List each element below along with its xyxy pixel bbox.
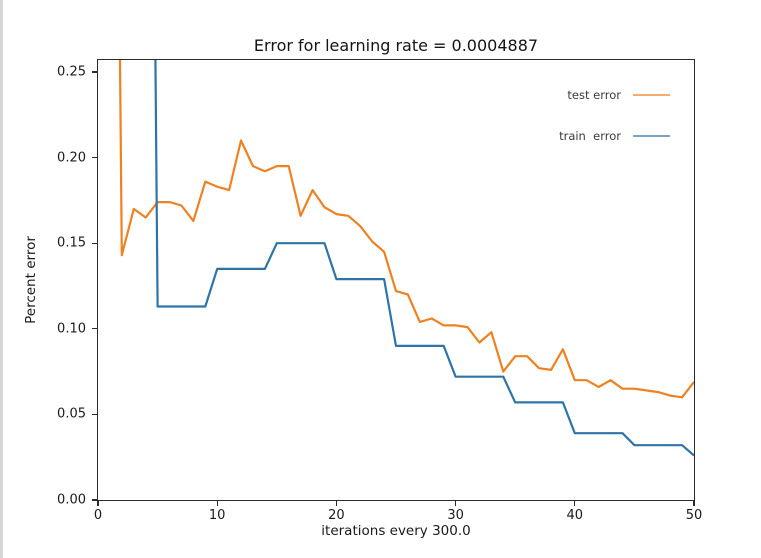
y-tick-label: 0.20 xyxy=(57,150,86,166)
y-tick xyxy=(92,242,98,244)
y-tick-label: 0.00 xyxy=(57,492,86,508)
legend-line-sample-train xyxy=(633,135,670,137)
x-tick-label: 20 xyxy=(328,508,345,523)
y-tick-label: 0.05 xyxy=(57,406,86,422)
x-tick xyxy=(335,500,338,506)
legend-item-train-error: train error xyxy=(559,129,670,143)
x-tick xyxy=(693,500,695,506)
series-line-test xyxy=(118,59,694,399)
y-tick-label: 0.10 xyxy=(57,321,86,337)
x-tick xyxy=(574,500,576,506)
legend: test error train error xyxy=(559,88,670,143)
y-tick xyxy=(92,499,98,501)
x-tick-label: 0 xyxy=(93,508,103,523)
x-axis-label: iterations every 300.0 xyxy=(321,523,471,539)
x-tick xyxy=(454,500,457,506)
y-tick xyxy=(92,71,98,73)
chart-title: Error for learning rate = 0.0004887 xyxy=(253,36,539,55)
x-tick xyxy=(216,500,218,506)
y-tick xyxy=(92,156,98,159)
legend-label-train-error: train error xyxy=(559,129,621,143)
legend-line-sample-test xyxy=(633,94,670,96)
y-tick-label: 0.25 xyxy=(57,64,86,80)
plot-area xyxy=(96,58,695,501)
legend-label-test-error: test error xyxy=(567,88,621,102)
series-line-train xyxy=(153,59,694,456)
line-plot xyxy=(118,59,694,456)
y-tick xyxy=(92,328,98,330)
y-tick-label: 0.15 xyxy=(57,235,86,251)
x-tick-label: 30 xyxy=(447,508,464,523)
y-axis-label: Percent error xyxy=(23,236,39,324)
legend-item-test-error: test error xyxy=(567,88,670,102)
page-left-edge xyxy=(0,0,3,558)
y-tick xyxy=(92,413,98,416)
x-tick-label: 10 xyxy=(208,508,226,523)
x-tick-label: 50 xyxy=(685,508,703,523)
x-tick xyxy=(97,500,99,506)
x-tick-label: 40 xyxy=(566,508,584,523)
